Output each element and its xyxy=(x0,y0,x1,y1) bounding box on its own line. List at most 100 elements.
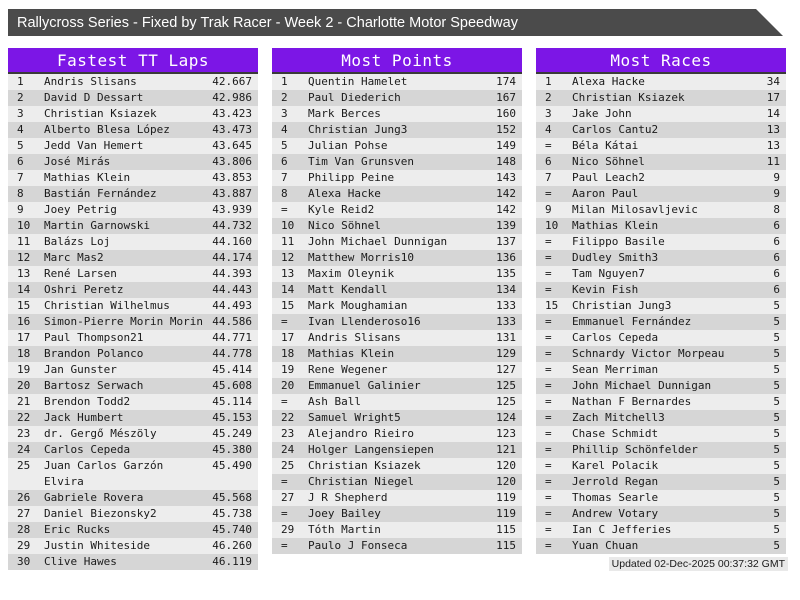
driver-name: Alejandro Rieiro xyxy=(308,427,414,440)
driver-name: Christian Wilhelmus xyxy=(44,299,170,312)
table-row: 3 Christian Ksiazek 43.423 xyxy=(8,106,258,122)
rank-cell: = xyxy=(545,379,552,392)
table-row: = Andrew Votary 5 xyxy=(536,506,786,522)
driver-name: Nico Söhnel xyxy=(572,155,645,168)
driver-name: Christian Ksiazek xyxy=(44,107,157,120)
rank-cell: = xyxy=(545,139,552,152)
value-cell: 6 xyxy=(773,219,780,232)
table-row: 21 Brendon Todd2 45.114 xyxy=(8,394,258,410)
board-title: Most Points xyxy=(341,50,453,70)
rank-cell: 1 xyxy=(17,75,24,88)
value-cell: 134 xyxy=(496,283,516,296)
table-row: 2 David D Dessart 42.986 xyxy=(8,90,258,106)
driver-name: Zach Mitchell3 xyxy=(572,411,665,424)
value-cell: 17 xyxy=(766,91,780,104)
table-row: 22 Jack Humbert 45.153 xyxy=(8,410,258,426)
value-cell: 6 xyxy=(773,283,780,296)
driver-name: Jack Humbert xyxy=(44,411,124,424)
value-cell: 44.160 xyxy=(212,235,252,248)
rank-cell: 18 xyxy=(281,347,295,360)
rank-cell: 10 xyxy=(17,219,31,232)
page-title: Rallycross Series - Fixed by Trak Racer … xyxy=(17,14,518,31)
rank-cell: 4 xyxy=(545,123,552,136)
value-cell: 45.740 xyxy=(212,523,252,536)
driver-name: José Mirás xyxy=(44,155,111,168)
table-row: 1 Quentin Hamelet 174 xyxy=(272,74,522,90)
rank-cell: = xyxy=(545,475,552,488)
table-row: 11 John Michael Dunnigan 137 xyxy=(272,234,522,250)
table-row: = Joey Bailey 119 xyxy=(272,506,522,522)
table-row: 7 Paul Leach2 9 xyxy=(536,170,786,186)
driver-name: Emmanuel Fernández xyxy=(572,315,692,328)
value-cell: 5 xyxy=(773,347,780,360)
leaderboard-columns: Fastest TT Laps 1 Andris Slisans 42.667 2 Da… xyxy=(8,48,786,570)
table-row: 5 Jedd Van Hemert 43.645 xyxy=(8,138,258,154)
value-cell: 9 xyxy=(773,187,780,200)
value-cell: 149 xyxy=(496,139,516,152)
value-cell: 5 xyxy=(773,331,780,344)
value-cell: 6 xyxy=(773,235,780,248)
value-cell: 123 xyxy=(496,427,516,440)
value-cell: 14 xyxy=(766,107,780,120)
rank-cell: 12 xyxy=(17,251,31,264)
value-cell: 136 xyxy=(496,251,516,264)
table-row: = Jerrold Regan 5 xyxy=(536,474,786,490)
table-row: = Sean Merriman 5 xyxy=(536,362,786,378)
rank-cell: 7 xyxy=(545,171,552,184)
rank-cell: 7 xyxy=(281,171,288,184)
board-rows-fastest-tt-laps: 1 Andris Slisans 42.667 2 David D Dessart 42.… xyxy=(8,74,258,570)
value-cell: 5 xyxy=(773,427,780,440)
rank-cell: = xyxy=(545,539,552,552)
board-title: Fastest TT Laps xyxy=(57,50,209,70)
table-row: = Filippo Basile 6 xyxy=(536,234,786,250)
value-cell: 46.260 xyxy=(212,539,252,552)
value-cell: 143 xyxy=(496,171,516,184)
driver-name: Mark Moughamian xyxy=(308,299,408,312)
driver-name: René Larsen xyxy=(44,267,117,280)
driver-name: Alexa Hacke xyxy=(572,75,645,88)
value-cell: 120 xyxy=(496,475,516,488)
board-header-most-points: Most Points xyxy=(272,48,522,74)
driver-name: Paul Diederich xyxy=(308,91,401,104)
driver-name: Clive Hawes xyxy=(44,555,117,568)
table-row: 17 Paul Thompson21 44.771 xyxy=(8,330,258,346)
value-cell: 43.939 xyxy=(212,203,252,216)
rank-cell: 22 xyxy=(17,411,31,424)
driver-name: Emmanuel Galinier xyxy=(308,379,421,392)
driver-name: Kevin Fish xyxy=(572,283,639,296)
value-cell: 43.806 xyxy=(212,155,252,168)
value-cell: 45.490 xyxy=(212,459,252,472)
driver-name: dr. Gergő Mészöly xyxy=(44,427,157,440)
value-cell: 142 xyxy=(496,187,516,200)
table-row: 4 Carlos Cantu2 13 xyxy=(536,122,786,138)
board-header-most-races: Most Races xyxy=(536,48,786,74)
driver-name: Joey Bailey xyxy=(308,507,381,520)
rank-cell: 11 xyxy=(17,235,31,248)
driver-name: Christian Niegel xyxy=(308,475,414,488)
driver-name: Christian Ksiazek xyxy=(308,459,421,472)
value-cell: 44.174 xyxy=(212,251,252,264)
driver-name: J R Shepherd xyxy=(308,491,388,504)
table-row: 15 Mark Moughamian 133 xyxy=(272,298,522,314)
rank-cell: 27 xyxy=(281,491,295,504)
table-row: = Yuan Chuan 5 xyxy=(536,538,786,554)
driver-name: Mathias Klein xyxy=(44,171,131,184)
value-cell: 42.986 xyxy=(212,91,252,104)
value-cell: 44.778 xyxy=(212,347,252,360)
value-cell: 5 xyxy=(773,539,780,552)
table-row: 27 Daniel Biezonsky2 45.738 xyxy=(8,506,258,522)
value-cell: 119 xyxy=(496,491,516,504)
rank-cell: 15 xyxy=(17,299,31,312)
table-row: = Ash Ball 125 xyxy=(272,394,522,410)
value-cell: 5 xyxy=(773,395,780,408)
rank-cell: 29 xyxy=(17,539,31,552)
value-cell: 129 xyxy=(496,347,516,360)
driver-name: Carlos Cepeda xyxy=(572,331,659,344)
value-cell: 13 xyxy=(766,123,780,136)
rank-cell: = xyxy=(545,507,552,520)
table-row: = Dudley Smith3 6 xyxy=(536,250,786,266)
board-header-fastest-tt-laps: Fastest TT Laps xyxy=(8,48,258,74)
value-cell: 5 xyxy=(773,459,780,472)
table-row: 9 Milan Milosavljevic 8 xyxy=(536,202,786,218)
